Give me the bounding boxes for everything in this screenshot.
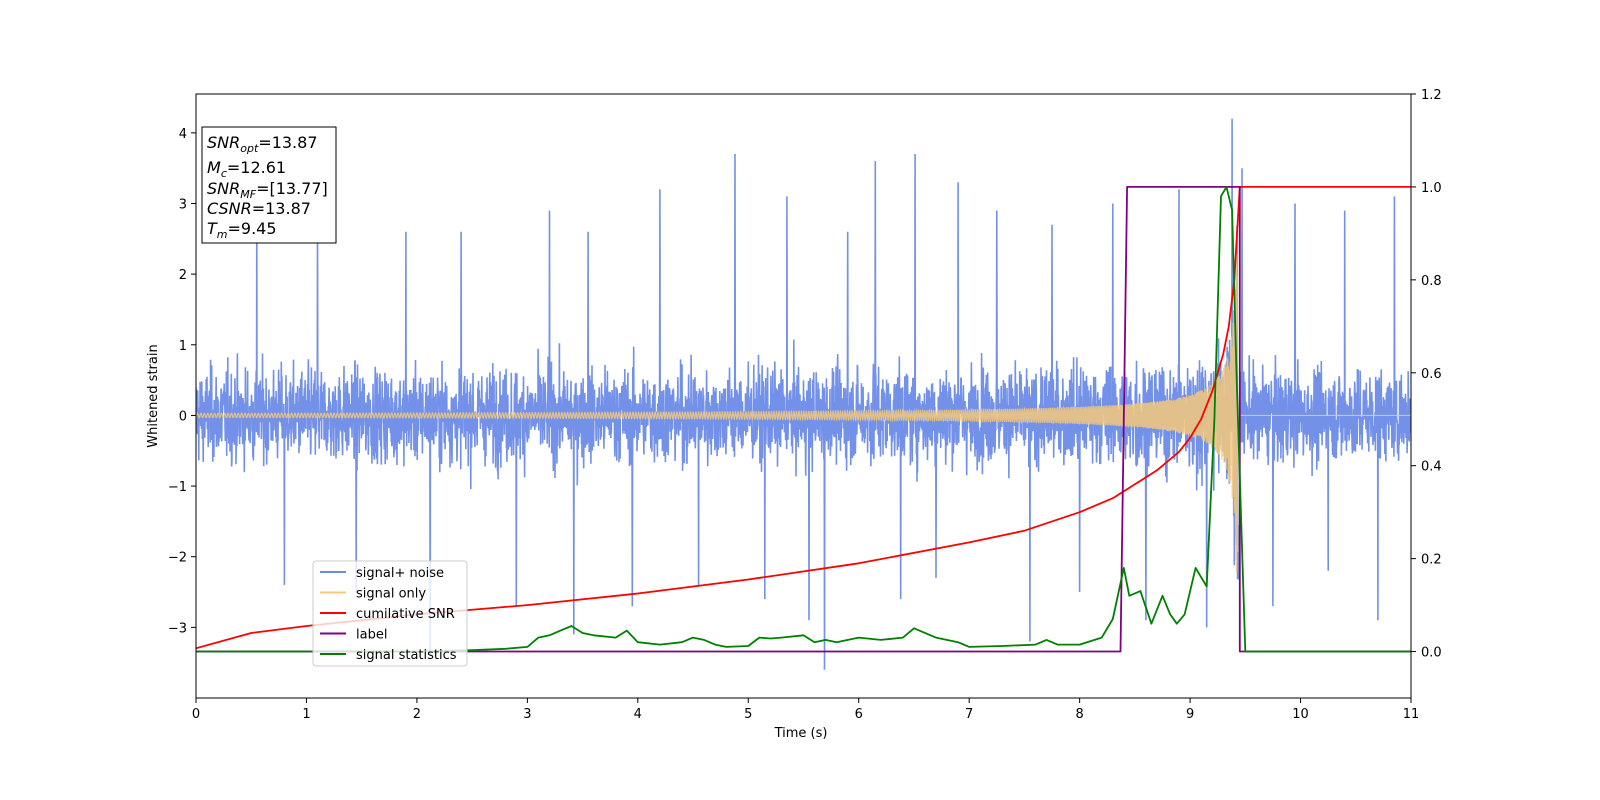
info-box: SNRopt=13.87 Mc=12.61SNRMF=[13.77]CSNR=13… — [201, 126, 337, 244]
series-cumulative-snr — [196, 186, 1411, 650]
y-axis-right: 0.0 0.2 0.4 0.6 0.8 1.0 1.2 — [1411, 88, 1442, 661]
series-signal-only — [196, 253, 1411, 573]
y-axis-label: Whitened strain — [146, 344, 161, 447]
y2-tick-label: 0.2 — [1421, 553, 1442, 568]
y-tick-label: 3 — [179, 197, 187, 212]
y2-tick-label: 0.0 — [1421, 646, 1442, 661]
y-tick-label: −2 — [168, 551, 187, 566]
info-box-line: Mc=12.61 — [207, 158, 286, 180]
x-tick-label: 6 — [855, 707, 863, 722]
x-tick-label: 7 — [965, 707, 973, 722]
y-tick-label: −3 — [168, 621, 187, 636]
x-tick-label: 8 — [1075, 707, 1083, 722]
x-tick-label: 5 — [744, 707, 752, 722]
y2-tick-label: 0.4 — [1421, 460, 1442, 475]
y-tick-label: 2 — [179, 268, 187, 283]
y2-tick-label: 0.8 — [1421, 274, 1442, 289]
y-tick-label: 4 — [179, 127, 187, 142]
y2-tick-label: 0.6 — [1421, 367, 1442, 382]
legend: signal+ noise signal only cumilative SNR la… — [312, 560, 468, 667]
legend-label: cumilative SNR — [356, 607, 455, 622]
info-box-line: CSNR=13.87 — [207, 199, 311, 218]
info-box-frame — [201, 126, 337, 244]
x-tick-label: 11 — [1403, 707, 1420, 722]
y-tick-label: 0 — [179, 409, 187, 424]
x-tick-label: 0 — [192, 707, 200, 722]
x-axis: 0 1 2 3 4 5 6 7 8 9 10 11 — [192, 698, 1419, 722]
y-tick-label: −1 — [168, 480, 187, 495]
y2-tick-label: 1.2 — [1421, 88, 1442, 103]
x-axis-label: Time (s) — [774, 726, 828, 741]
x-tick-label: 3 — [523, 707, 531, 722]
legend-frame — [312, 560, 468, 667]
info-box-line: SNRMF=[13.77] — [207, 179, 328, 201]
legend-label: label — [356, 628, 387, 643]
x-tick-label: 1 — [302, 707, 310, 722]
y-axis-left: −3 −2 −1 0 1 2 3 4 — [168, 127, 196, 636]
y-tick-label: 1 — [179, 339, 187, 354]
legend-label: signal statistics — [356, 648, 457, 663]
y2-tick-label: 1.0 — [1421, 181, 1442, 196]
x-tick-label: 9 — [1186, 707, 1194, 722]
plot-frame — [195, 93, 1412, 699]
series-signal-statistics — [196, 186, 1411, 653]
info-box-line: Tm=9.45 — [207, 219, 277, 241]
legend-label: signal+ noise — [356, 566, 444, 581]
info-box-line: SNRopt=13.87 — [207, 133, 318, 155]
legend-label: signal only — [356, 587, 426, 602]
x-tick-label: 4 — [634, 707, 642, 722]
x-tick-label: 10 — [1292, 707, 1309, 722]
series-layer — [196, 118, 1411, 670]
x-tick-label: 2 — [413, 707, 421, 722]
